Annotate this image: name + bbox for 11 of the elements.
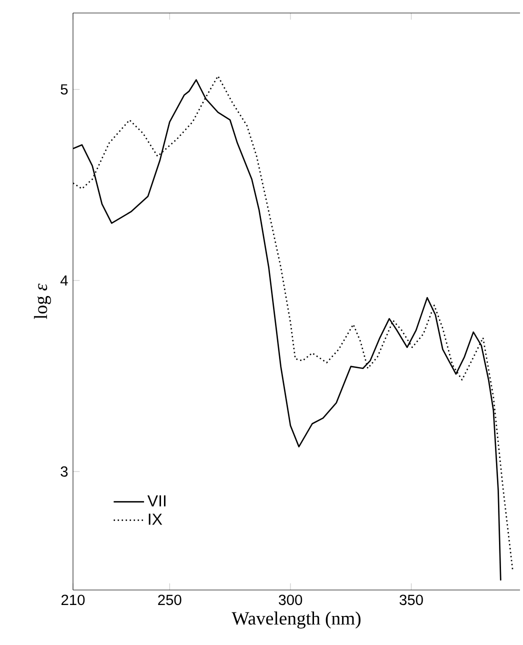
- x-tick-label: 300: [278, 594, 302, 606]
- x-tick-label: 350: [400, 594, 423, 606]
- y-tick-label: 5: [60, 84, 68, 95]
- y-tick-label: 4: [60, 275, 68, 286]
- x-axis-title: Wavelength (nm): [232, 612, 360, 629]
- legend-label: VII: [147, 495, 166, 506]
- legend-label: IX: [148, 514, 162, 525]
- x-tick-label: 250: [158, 594, 182, 606]
- y-tick-label: 3: [60, 466, 68, 477]
- x-tick-label: 210: [61, 594, 85, 606]
- y-axis-title: log ε: [34, 284, 51, 320]
